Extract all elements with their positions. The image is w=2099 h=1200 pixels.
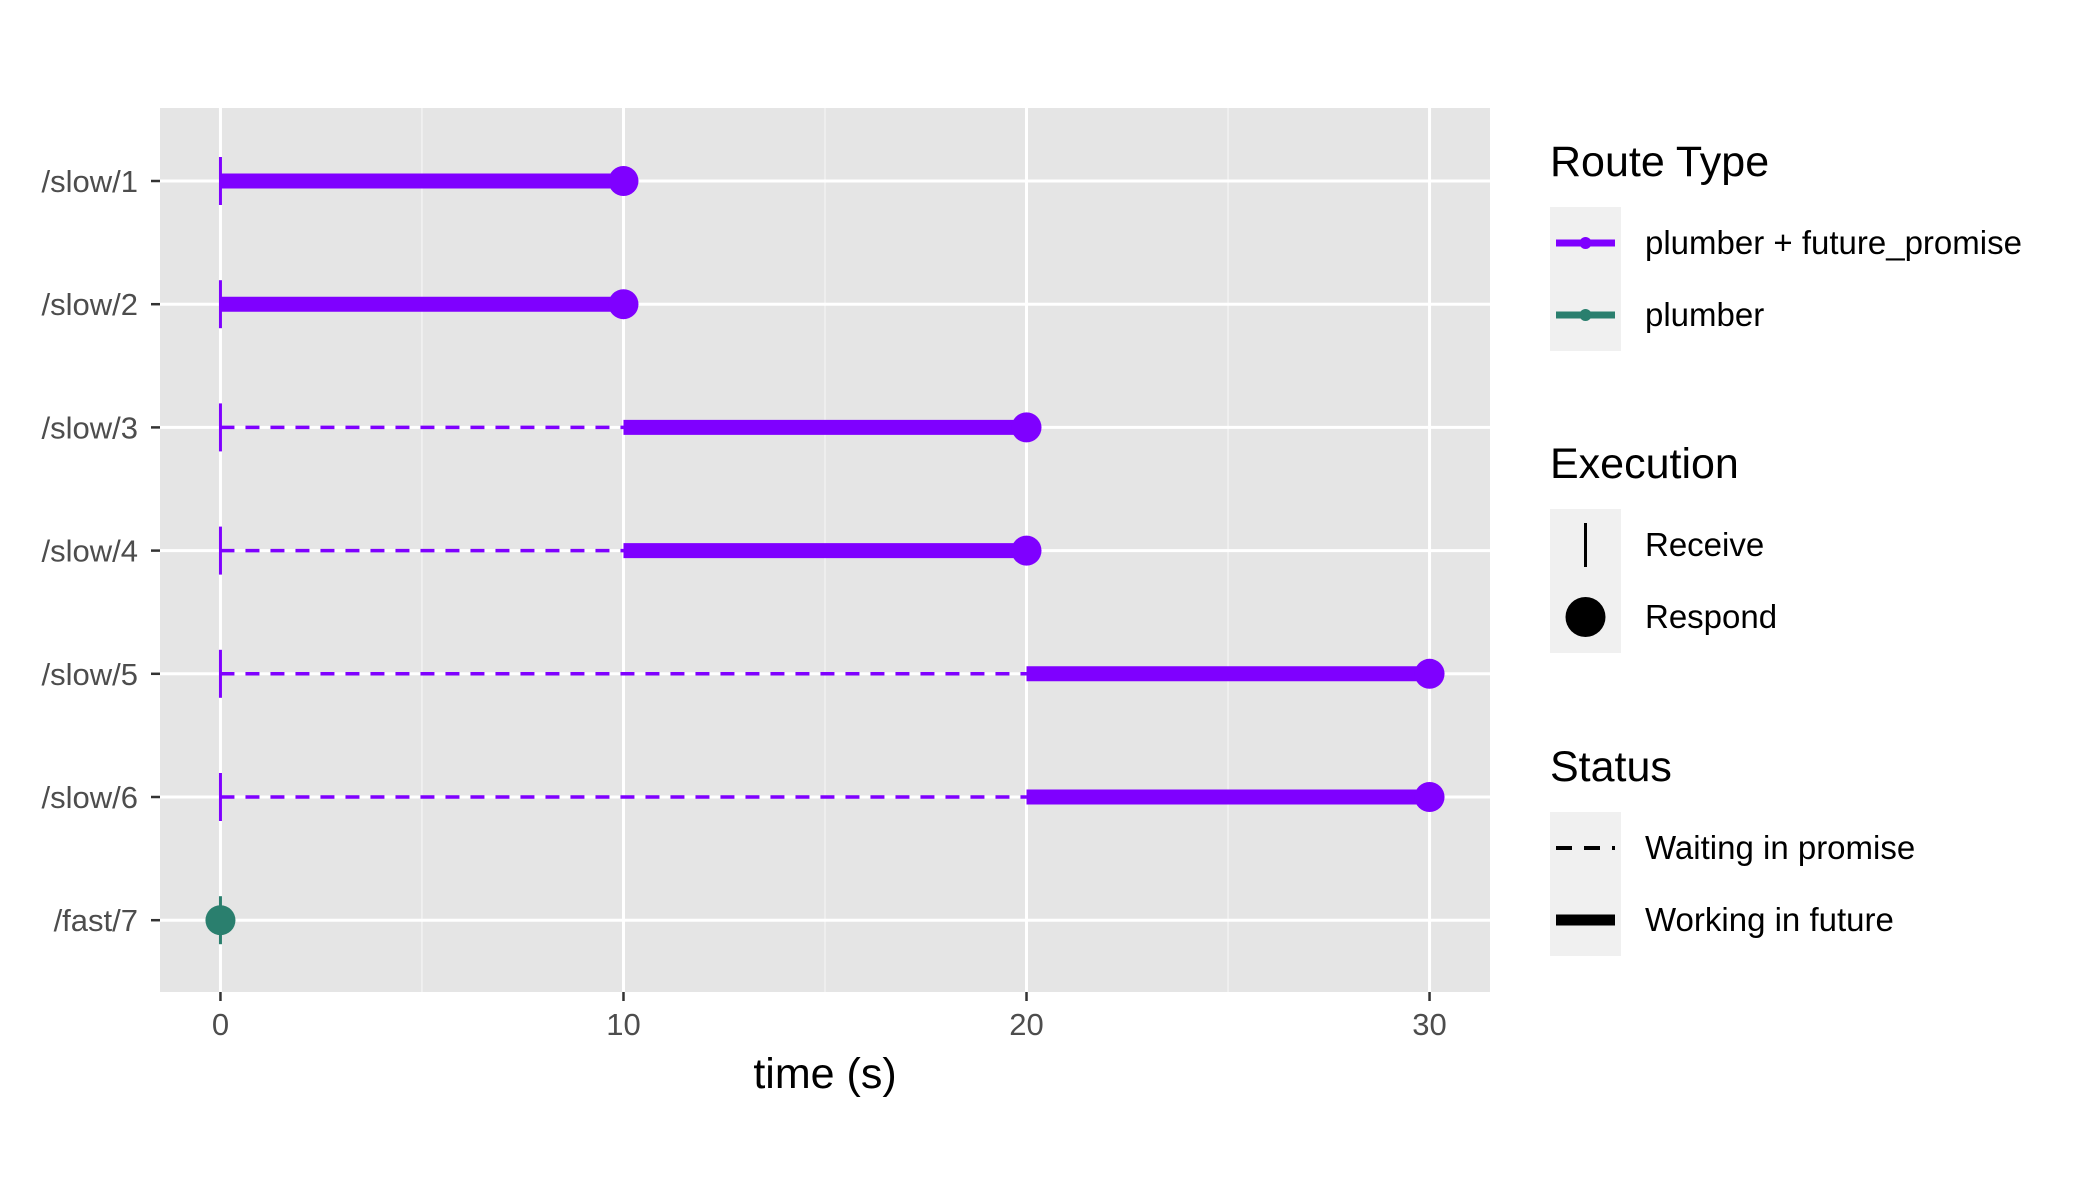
axes: 0 10 20 30/slow/1/slow/2/slow/3/slow/4/slow… [42,164,1447,1042]
legend-label: Working in future [1645,901,1894,938]
respond-point [608,289,639,320]
respond-point [1011,412,1042,443]
x-axis-title: time (s) [753,1050,896,1098]
respond-point [608,166,639,196]
y-tick-label: /slow/2 [42,287,138,322]
respond-point [1414,658,1445,689]
y-tick-label: /fast/7 [54,903,138,938]
legend-respond-icon [1565,597,1606,637]
legend-label: plumber [1645,296,1764,333]
legends: Route Type plumber + future_promiseplumbe… [1550,138,2022,956]
x-tick-label: 10 [606,1007,640,1042]
legend-title: Execution [1550,440,1739,488]
chart-marks [205,157,1445,945]
legend-key-point [1579,309,1592,321]
legend-linetype: Status Waiting in promise Working in futur… [1550,743,1915,956]
legend-label: Waiting in promise [1645,829,1915,866]
legend-color: Route Type plumber + future_promiseplumbe… [1550,138,2022,351]
y-tick-label: /slow/1 [42,164,138,199]
x-tick-label: 30 [1412,1007,1446,1042]
legend-label: Receive [1645,526,1764,563]
respond-point [1011,535,1042,566]
x-tick-label: 20 [1009,1007,1043,1042]
legend-key-point [1579,237,1592,249]
legend-title: Status [1550,743,1672,791]
x-tick-label: 0 [212,1007,229,1042]
legend-label: plumber + future_promise [1645,224,2022,261]
respond-point [205,905,236,936]
legend-label: Respond [1645,598,1777,635]
y-tick-label: /slow/6 [42,780,138,815]
legend-title: Route Type [1550,138,1769,186]
y-tick-label: /slow/3 [42,410,138,445]
y-tick-label: /slow/4 [42,534,138,569]
y-tick-label: /slow/5 [42,657,138,692]
respond-point [1414,782,1445,812]
legend-shape: Execution Receive Respond [1550,440,1777,653]
